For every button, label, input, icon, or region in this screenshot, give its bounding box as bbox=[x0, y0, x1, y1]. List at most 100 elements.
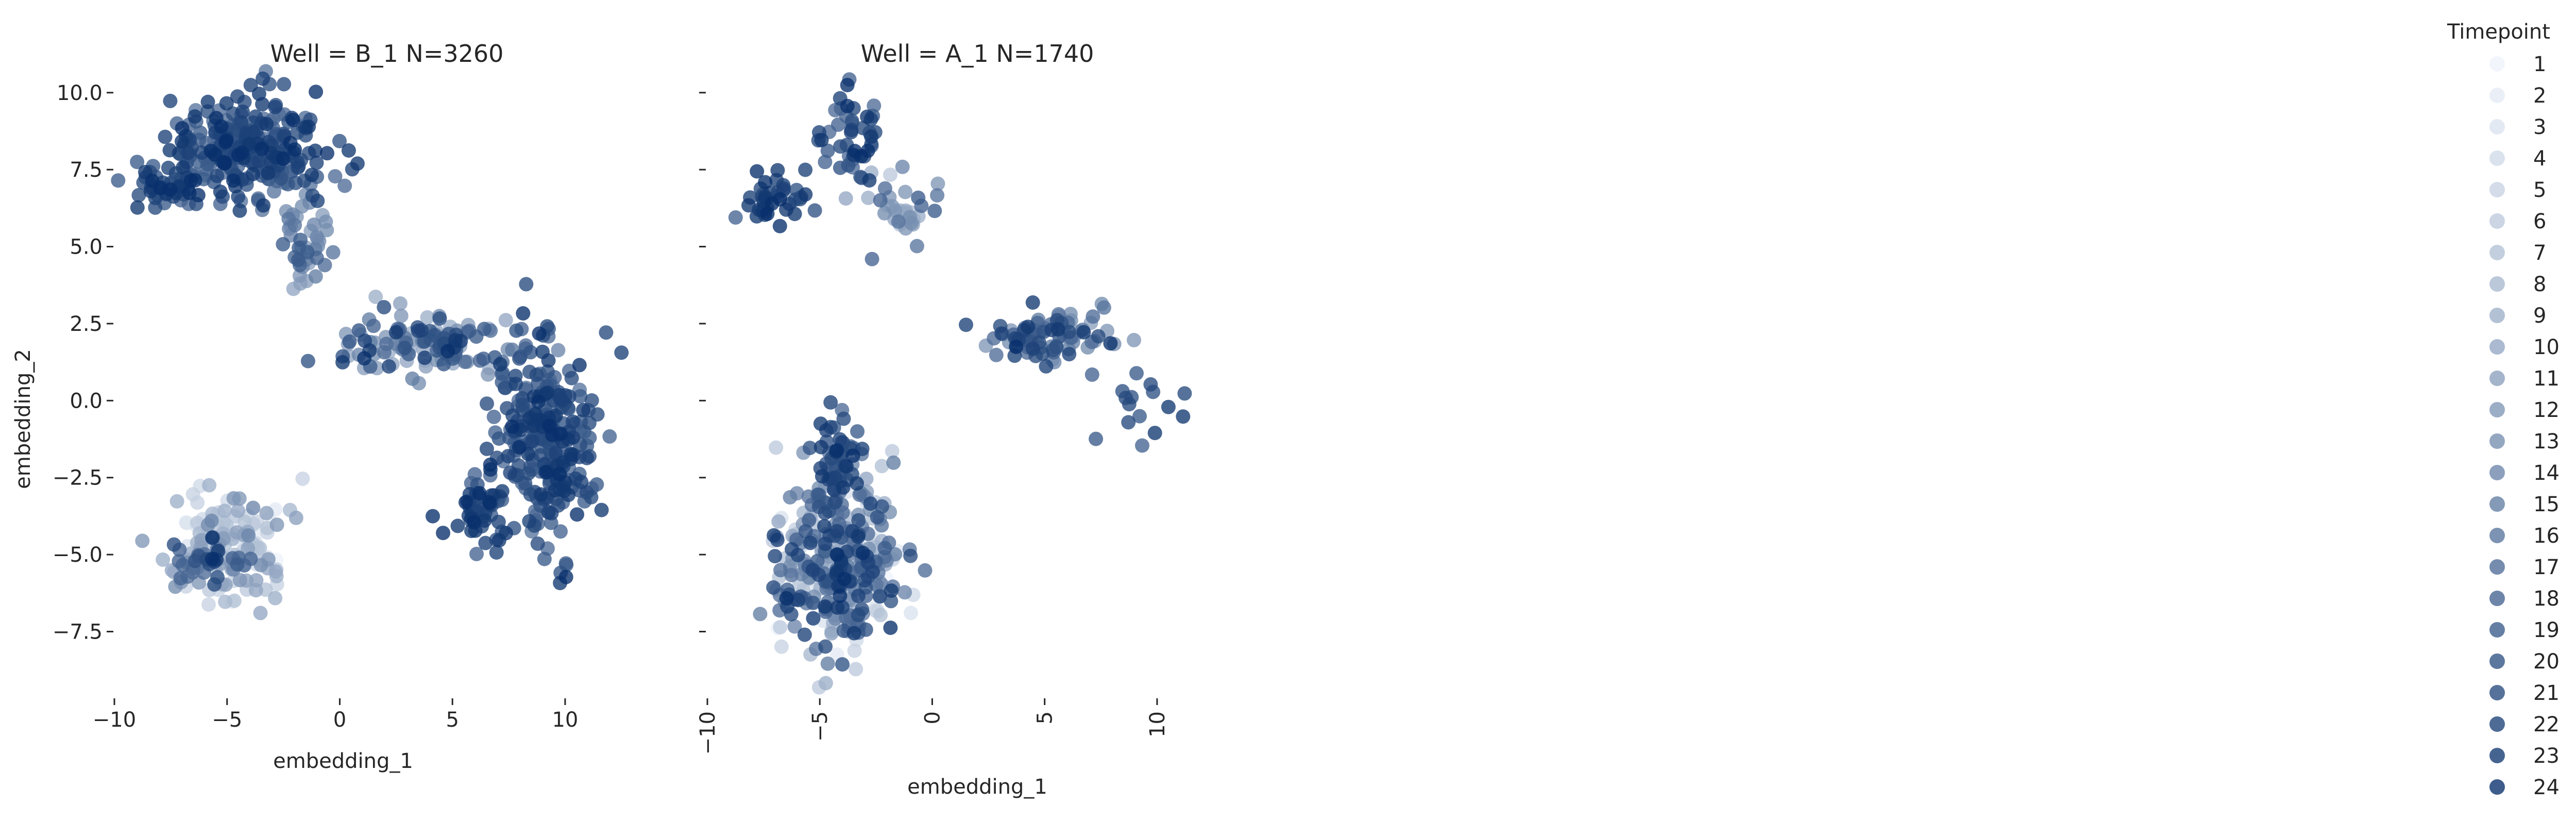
scatter-point bbox=[741, 198, 756, 213]
scatter-point bbox=[1021, 320, 1036, 334]
scatter-point bbox=[505, 419, 520, 434]
scatter-point bbox=[213, 185, 228, 199]
scatter-point bbox=[285, 112, 300, 127]
legend-label: 10 bbox=[2533, 336, 2560, 359]
scatter-point bbox=[774, 639, 789, 654]
scatter-point bbox=[1076, 325, 1091, 340]
legend-label: 5 bbox=[2533, 178, 2546, 202]
scatter-point bbox=[183, 173, 198, 188]
scatter-point bbox=[256, 71, 270, 86]
scatter-point bbox=[930, 188, 945, 203]
scatter-point bbox=[130, 155, 145, 170]
scatter-point bbox=[840, 78, 855, 93]
scatter-point bbox=[773, 620, 788, 635]
scatter-point bbox=[811, 567, 826, 582]
scatter-point bbox=[815, 469, 829, 484]
scatter-point bbox=[523, 487, 538, 502]
scatter-point bbox=[1025, 341, 1040, 356]
scatter-point bbox=[797, 627, 812, 642]
scatter-point bbox=[728, 210, 743, 225]
scatter-point bbox=[771, 514, 786, 529]
legend-label: 21 bbox=[2533, 681, 2560, 705]
scatter-point bbox=[259, 116, 274, 131]
scatter-point bbox=[1143, 377, 1158, 392]
legend-marker bbox=[2489, 433, 2505, 449]
scatter-point bbox=[858, 622, 873, 637]
scatter-point bbox=[818, 599, 833, 614]
scatter-point bbox=[909, 239, 924, 254]
scatter-point bbox=[753, 607, 768, 622]
scatter-point bbox=[1062, 325, 1076, 340]
y-tick-label: 10.0 bbox=[57, 81, 103, 105]
scatter-point bbox=[874, 459, 889, 474]
legend-label: 1 bbox=[2533, 53, 2546, 76]
scatter-point bbox=[414, 323, 429, 338]
scatter-point bbox=[1025, 295, 1040, 310]
scatter-point bbox=[162, 143, 177, 158]
scatter-point bbox=[580, 450, 595, 465]
scatter-point bbox=[341, 143, 356, 158]
y-tick-label: 5.0 bbox=[70, 236, 103, 259]
scatter-point bbox=[368, 289, 383, 304]
scatter-point bbox=[193, 125, 208, 140]
scatter-point bbox=[498, 313, 513, 328]
scatter-point bbox=[310, 229, 325, 244]
scatter-point bbox=[480, 396, 494, 411]
x-tick-label: 5 bbox=[1033, 711, 1057, 724]
scatter-point bbox=[994, 326, 1009, 341]
scatter-point bbox=[565, 414, 580, 429]
x-tick-label: −5 bbox=[808, 711, 832, 742]
scatter-point bbox=[458, 495, 473, 510]
x-axis-label: embedding_1 bbox=[907, 775, 1047, 799]
scatter-point bbox=[897, 585, 912, 600]
scatter-point bbox=[829, 547, 844, 562]
scatter-point bbox=[829, 443, 844, 458]
scatter-point bbox=[852, 488, 867, 502]
legend: Timepoint 123456789101112131415161718192… bbox=[2447, 20, 2560, 799]
scatter-point bbox=[817, 519, 832, 534]
scatter-point bbox=[230, 557, 245, 572]
scatter-point bbox=[259, 506, 274, 521]
scatter-point bbox=[582, 415, 597, 430]
scatter-point bbox=[855, 602, 869, 617]
scatter-point bbox=[226, 173, 241, 188]
legend-marker bbox=[2489, 150, 2505, 166]
scatter-point bbox=[350, 156, 365, 171]
scatter-point bbox=[860, 109, 875, 124]
legend-label: 16 bbox=[2533, 524, 2560, 548]
scatter-point bbox=[426, 509, 440, 524]
scatter-point bbox=[851, 589, 866, 604]
scatter-point bbox=[328, 169, 343, 184]
scatter-point bbox=[898, 185, 913, 199]
scatter-point bbox=[163, 93, 178, 108]
scatter-point bbox=[191, 188, 206, 203]
scatter-point bbox=[432, 311, 447, 326]
scatter-point bbox=[521, 466, 536, 481]
scatter-point bbox=[537, 551, 552, 566]
scatter-point bbox=[553, 524, 568, 539]
scatter-point bbox=[145, 173, 160, 188]
scatter-point bbox=[337, 178, 352, 193]
scatter-point bbox=[342, 334, 357, 349]
scatter-point bbox=[599, 325, 614, 340]
scatter-point bbox=[219, 96, 234, 111]
scatter-point bbox=[176, 160, 191, 175]
scatter-point bbox=[188, 109, 202, 124]
y-tick-label: 7.5 bbox=[70, 158, 103, 182]
scatter-point bbox=[436, 526, 450, 541]
scatter-point bbox=[501, 449, 516, 464]
scatter-point bbox=[181, 145, 196, 160]
scatter-point bbox=[283, 136, 298, 150]
scatter-point bbox=[174, 134, 189, 149]
x-axis-ticks: −10 −5 0 5 10 bbox=[696, 698, 1170, 755]
scatter-point bbox=[562, 389, 577, 404]
legend-marker bbox=[2489, 779, 2505, 795]
scatter-point bbox=[838, 191, 853, 206]
scatter-point bbox=[207, 147, 222, 162]
x-tick-label: −10 bbox=[93, 708, 136, 732]
scatter-point bbox=[156, 552, 171, 567]
legend-marker bbox=[2489, 748, 2505, 763]
y-axis-ticks bbox=[699, 92, 706, 632]
scatter-point bbox=[453, 333, 468, 348]
